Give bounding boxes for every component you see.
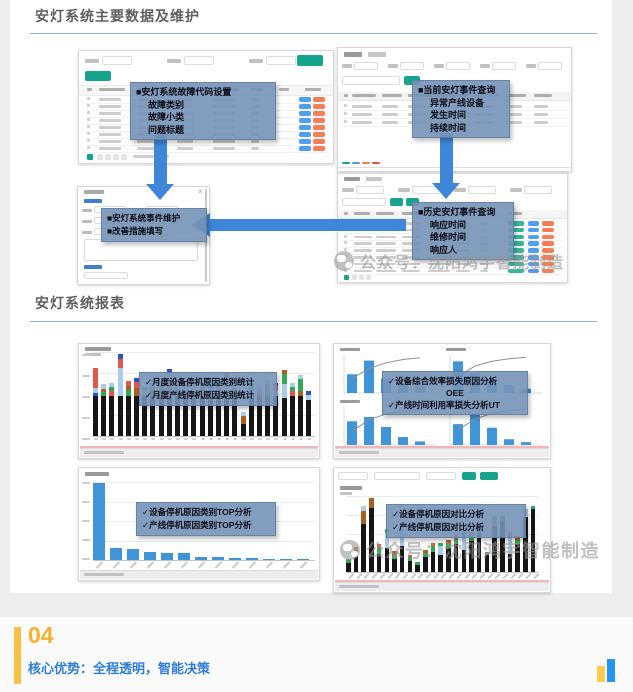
- section2-divider: [30, 321, 597, 322]
- flow-arrow-down-right: [432, 133, 460, 199]
- wechat-icon: [334, 251, 354, 271]
- callout-fault-code-settings: ■安灯系统故障代码设置 故障类别 故障小类 问题标题: [130, 82, 276, 140]
- section1-divider: [30, 33, 597, 34]
- watermark-text: 公众号：沈阳鸿宇智能制造: [366, 541, 600, 561]
- flow-arrow-down-left: [146, 134, 174, 200]
- section2-title: 安灯系统报表: [35, 295, 125, 311]
- callout-history-event-query: ■历史安灯事件查询 响应时间 维修时间 响应人: [412, 202, 514, 260]
- callout-oee-loss: ✓设备综合效率损失原因分析 OEE ✓产线时间利用率损失分析UT: [382, 371, 528, 415]
- chart-oee-ut-pareto: [333, 343, 551, 459]
- close-icon: ×: [198, 187, 203, 196]
- footer-section-title: 核心优势：全程透明，智能决策: [28, 661, 211, 676]
- wechat-icon: [340, 540, 360, 560]
- section1-title: 安灯系统主要数据及维护: [35, 8, 200, 24]
- callout-top-analysis: ✓设备停机原因类别TOP分析 ✓产线停机原因类别TOP分析: [136, 502, 276, 536]
- watermark-bottom: 公众号：沈阳鸿宇智能制造: [340, 537, 600, 563]
- footer-mini-bar-blue: [607, 659, 615, 682]
- watermark-text: 公众号：沈阳鸿宇智能制造: [360, 255, 565, 272]
- callout-current-event-query: ■当前安灯事件查询 异常产线设备 发生时间 持续时间: [412, 80, 510, 138]
- footer-band: 04 核心优势：全程透明，智能决策: [0, 617, 633, 692]
- footer-mini-bar-yellow: [597, 666, 605, 682]
- footer-section-number: 04: [28, 622, 54, 648]
- watermark-top: 公众号：沈阳鸿宇智能制造: [334, 249, 564, 273]
- article-card: 安灯系统主要数据及维护 × ■安灯系统故障代码设置 故障类别 故障小类 问题标题 ■当…: [10, 0, 612, 593]
- callout-compare-analysis: ✓设备停机原因对比分析 ✓产线停机原因对比分析: [386, 504, 526, 538]
- callout-monthly-stats: ✓月度设备停机原因类别统计 ✓月度产线停机原因类别统计: [139, 372, 277, 406]
- callout-event-maintenance: ■安灯系统事件维护 ■改善措施填写: [101, 208, 207, 242]
- footer-accent-bar: [14, 627, 21, 684]
- flow-arrow-left-shaft: [210, 219, 406, 231]
